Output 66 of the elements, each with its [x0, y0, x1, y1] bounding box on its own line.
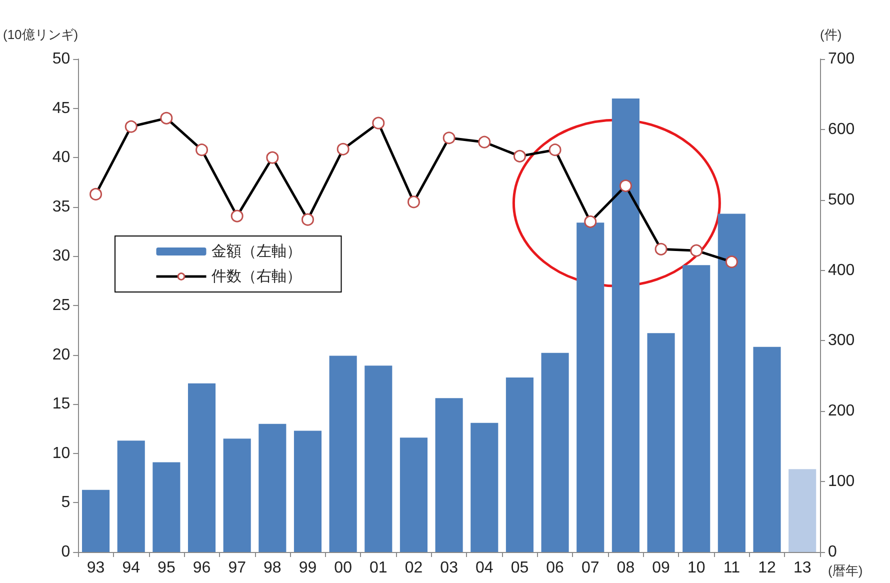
x-tick-label: 05	[510, 560, 529, 576]
x-tick-label: 94	[122, 560, 140, 576]
x-tick-label: 03	[440, 560, 458, 576]
y-tick-label: 40	[52, 149, 70, 166]
x-tick-label: 00	[334, 560, 352, 576]
bar	[470, 422, 498, 552]
bar	[612, 98, 640, 552]
x-tick-label: 93	[86, 560, 105, 576]
y2-tick-label: 100	[828, 473, 855, 490]
y2-tick-label: 600	[828, 120, 855, 138]
bar	[82, 490, 110, 552]
x-tick-label: 06	[546, 560, 564, 576]
y2-tick-label: 200	[828, 402, 855, 420]
y-tick-label: 15	[52, 396, 70, 413]
bar	[576, 222, 604, 552]
x-tick-label: 11	[723, 560, 740, 576]
x-tick-label: 97	[228, 560, 246, 576]
bar	[753, 346, 781, 552]
bar	[258, 424, 286, 552]
x-tick-label: 95	[158, 560, 176, 576]
y-axis-title: (10億リンギ)	[2, 27, 78, 42]
x-tick-label: 02	[404, 560, 423, 576]
legend-label: 金額（左軸）	[211, 243, 302, 260]
x-tick-label: 98	[264, 560, 282, 576]
bar	[506, 377, 534, 552]
x-tick-label: 12	[758, 560, 776, 576]
y2-tick-label: 300	[828, 332, 855, 350]
x-axis-title: (暦年)	[828, 563, 863, 578]
y-tick-label: 30	[52, 248, 70, 265]
y-tick-label: 35	[52, 198, 70, 216]
bar	[294, 430, 322, 552]
x-tick-label: 13	[793, 560, 812, 576]
y-tick-label: 50	[52, 50, 70, 68]
x-tick-label: 08	[616, 560, 635, 576]
bar	[329, 356, 357, 552]
x-tick-label: 96	[192, 560, 211, 576]
legend-label: 件数（右軸）	[211, 268, 302, 285]
y2-tick-label: 500	[828, 191, 855, 208]
bar	[435, 398, 463, 552]
bar	[152, 462, 180, 552]
bar	[647, 333, 675, 552]
x-tick-label: 04	[475, 560, 494, 576]
y2-tick-label: 400	[828, 262, 855, 279]
x-tick-label: 09	[652, 560, 670, 576]
y-tick-label: 5	[61, 494, 70, 512]
y-tick-label: 25	[52, 297, 70, 314]
bar	[682, 265, 710, 552]
x-tick-label: 07	[581, 560, 600, 576]
x-tick-label: 10	[687, 560, 706, 576]
bar	[788, 469, 816, 552]
x-tick-label: 99	[298, 560, 317, 576]
bar	[117, 440, 145, 552]
y2-axis-title: (件)	[820, 27, 842, 42]
bar	[223, 438, 251, 552]
y2-tick-label: 700	[828, 50, 855, 68]
y-tick-label: 0	[61, 544, 70, 560]
y-tick-label: 10	[52, 444, 70, 462]
y-tick-label: 45	[52, 100, 70, 117]
y2-tick-label: 0	[828, 544, 837, 560]
bar	[541, 352, 569, 552]
bar	[400, 438, 428, 552]
bar	[718, 214, 746, 552]
bar	[364, 366, 392, 552]
bar	[188, 383, 216, 552]
x-tick-label: 01	[370, 560, 388, 576]
y-tick-label: 20	[52, 346, 70, 364]
